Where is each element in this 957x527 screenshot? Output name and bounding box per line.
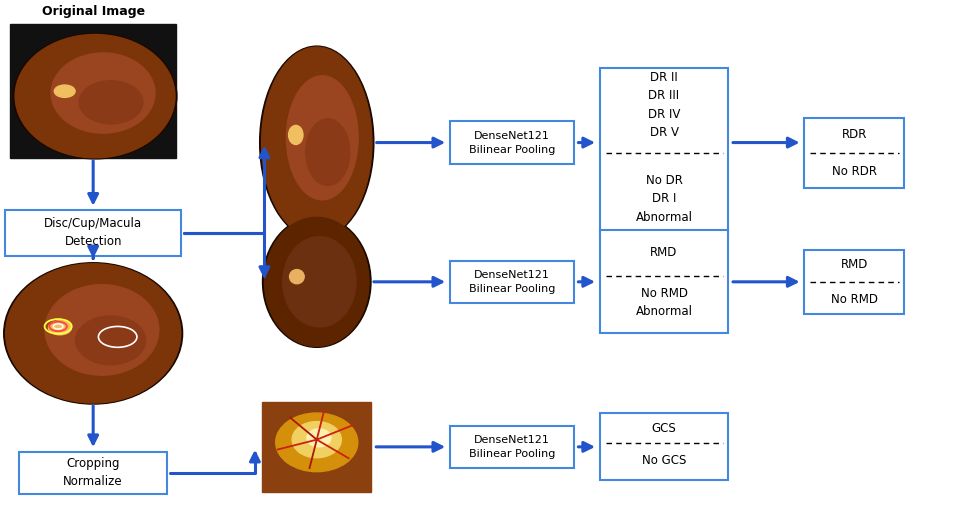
FancyBboxPatch shape bbox=[600, 68, 728, 238]
Text: No RDR: No RDR bbox=[832, 165, 877, 178]
Ellipse shape bbox=[45, 285, 159, 375]
FancyBboxPatch shape bbox=[450, 121, 573, 164]
FancyBboxPatch shape bbox=[600, 230, 728, 334]
Ellipse shape bbox=[4, 263, 183, 404]
Text: No RMD
Abnormal: No RMD Abnormal bbox=[635, 287, 693, 318]
Ellipse shape bbox=[13, 33, 177, 159]
Text: Cropping
Normalize: Cropping Normalize bbox=[63, 457, 123, 488]
Text: DenseNet121
Bilinear Pooling: DenseNet121 Bilinear Pooling bbox=[469, 131, 555, 154]
Text: Disc/Cup/Macula
Detection: Disc/Cup/Macula Detection bbox=[44, 217, 143, 248]
Ellipse shape bbox=[79, 81, 143, 124]
FancyBboxPatch shape bbox=[5, 210, 181, 256]
Ellipse shape bbox=[276, 413, 358, 472]
Text: GCS: GCS bbox=[652, 422, 677, 435]
Text: Original Image: Original Image bbox=[41, 5, 145, 18]
Ellipse shape bbox=[6, 264, 181, 403]
Text: DR II
DR III
DR IV
DR V: DR II DR III DR IV DR V bbox=[648, 71, 680, 140]
Bar bbox=[262, 402, 371, 492]
Ellipse shape bbox=[262, 216, 371, 347]
Ellipse shape bbox=[286, 76, 358, 200]
Ellipse shape bbox=[76, 316, 145, 365]
Ellipse shape bbox=[55, 85, 75, 97]
Ellipse shape bbox=[51, 53, 155, 133]
Text: No GCS: No GCS bbox=[642, 454, 686, 467]
Text: RMD: RMD bbox=[651, 247, 678, 259]
FancyBboxPatch shape bbox=[450, 426, 573, 468]
FancyBboxPatch shape bbox=[450, 261, 573, 303]
Ellipse shape bbox=[261, 47, 372, 238]
FancyBboxPatch shape bbox=[600, 413, 728, 481]
Text: DenseNet121
Bilinear Pooling: DenseNet121 Bilinear Pooling bbox=[469, 270, 555, 294]
Bar bbox=[10, 24, 176, 158]
Ellipse shape bbox=[305, 119, 350, 186]
Text: No RMD: No RMD bbox=[831, 292, 878, 306]
Ellipse shape bbox=[290, 270, 304, 284]
Ellipse shape bbox=[259, 46, 374, 239]
Text: DenseNet121
Bilinear Pooling: DenseNet121 Bilinear Pooling bbox=[469, 435, 555, 459]
Ellipse shape bbox=[307, 429, 331, 447]
FancyBboxPatch shape bbox=[19, 452, 167, 494]
Ellipse shape bbox=[292, 422, 342, 457]
Ellipse shape bbox=[282, 237, 356, 327]
FancyBboxPatch shape bbox=[805, 118, 904, 188]
Ellipse shape bbox=[264, 217, 369, 346]
Text: RDR: RDR bbox=[841, 128, 867, 141]
Text: RMD: RMD bbox=[840, 258, 868, 271]
FancyBboxPatch shape bbox=[805, 250, 904, 314]
Ellipse shape bbox=[49, 321, 71, 335]
Ellipse shape bbox=[15, 34, 175, 158]
Ellipse shape bbox=[289, 125, 303, 144]
Text: No DR
DR I
Abnormal: No DR DR I Abnormal bbox=[635, 174, 693, 224]
